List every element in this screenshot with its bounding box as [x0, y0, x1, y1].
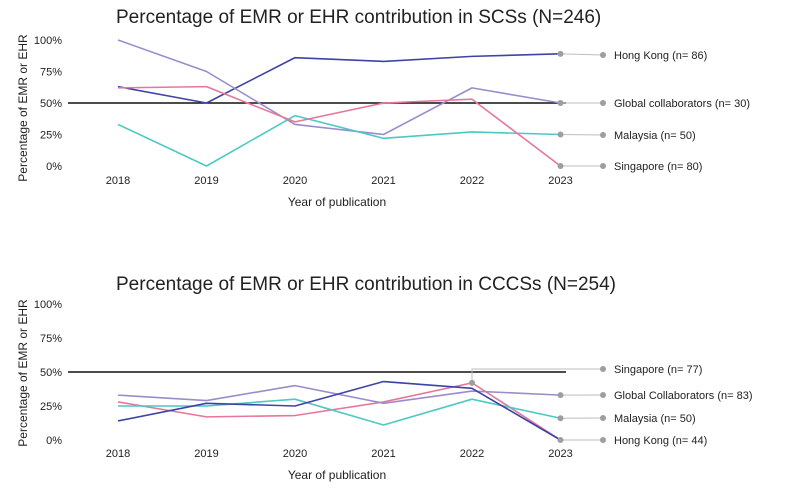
x-tick-label: 2022 — [460, 175, 484, 187]
x-tick-label: 2020 — [283, 448, 307, 460]
legend-anchor-dot — [469, 380, 475, 386]
legend-marker — [600, 100, 606, 106]
x-tick-label: 2019 — [194, 448, 218, 460]
chart-title: Percentage of EMR or EHR contribution in… — [116, 7, 601, 28]
legend-label: Singapore (n= 80) — [614, 161, 702, 173]
legend-marker — [600, 392, 606, 398]
chart-title: Percentage of EMR or EHR contribution in… — [116, 274, 616, 295]
legend-label: Singapore (n= 77) — [614, 364, 702, 376]
legend-label: Hong Kong (n= 86) — [614, 50, 707, 62]
x-axis-label: Year of publication — [288, 195, 386, 209]
x-tick-label: 2018 — [106, 175, 130, 187]
y-tick-label: 75% — [40, 333, 62, 345]
x-tick-label: 2018 — [106, 448, 130, 460]
y-axis-label: Percentage of EMR or EHR — [16, 34, 30, 182]
legend-marker — [600, 437, 606, 443]
x-tick-label: 2022 — [460, 448, 484, 460]
y-tick-label: 50% — [40, 367, 62, 379]
y-tick-label: 100% — [34, 35, 62, 47]
legend-anchor-dot — [558, 415, 564, 421]
x-axis-label: Year of publication — [288, 468, 386, 482]
legend-anchor-dot — [558, 51, 564, 57]
legend-marker — [600, 366, 606, 372]
chart-scs: Percentage of EMR or EHR contribution in… — [16, 7, 750, 209]
x-tick-label: 2020 — [283, 175, 307, 187]
legend-marker — [600, 415, 606, 421]
y-axis-label: Percentage of EMR or EHR — [16, 299, 30, 447]
legend-label: Malaysia (n= 50) — [614, 130, 696, 142]
y-tick-label: 25% — [40, 130, 62, 142]
legend-marker — [600, 163, 606, 169]
legend-anchor-dot — [558, 100, 564, 106]
y-tick-label: 0% — [46, 435, 62, 447]
y-tick-label: 100% — [34, 299, 62, 311]
chart-cccs: Percentage of EMR or EHR contribution in… — [16, 274, 753, 482]
legend-marker — [600, 52, 606, 58]
series-line — [118, 54, 561, 103]
x-tick-label: 2019 — [194, 175, 218, 187]
legend-anchor-dot — [558, 392, 564, 398]
legend-anchor-dot — [558, 437, 564, 443]
x-tick-label: 2023 — [548, 448, 572, 460]
y-tick-label: 25% — [40, 401, 62, 413]
legend-label: Hong Kong (n= 44) — [614, 435, 707, 447]
x-tick-label: 2021 — [371, 175, 395, 187]
y-tick-label: 0% — [46, 161, 62, 173]
legend-label: Global Collaborators (n= 83) — [614, 390, 753, 402]
y-tick-label: 50% — [40, 98, 62, 110]
x-tick-label: 2021 — [371, 448, 395, 460]
legend-marker — [600, 132, 606, 138]
legend-leader-line — [472, 369, 603, 383]
legend-label: Global collaborators (n= 30) — [614, 98, 750, 110]
legend-leader-line — [561, 54, 604, 55]
series-line — [118, 116, 561, 166]
legend-label: Malaysia (n= 50) — [614, 413, 696, 425]
legend-anchor-dot — [558, 132, 564, 138]
series-line — [118, 382, 561, 440]
series-line — [118, 399, 561, 425]
y-tick-label: 75% — [40, 67, 62, 79]
legend-leader-line — [561, 135, 604, 136]
legend-anchor-dot — [558, 163, 564, 169]
x-tick-label: 2023 — [548, 175, 572, 187]
